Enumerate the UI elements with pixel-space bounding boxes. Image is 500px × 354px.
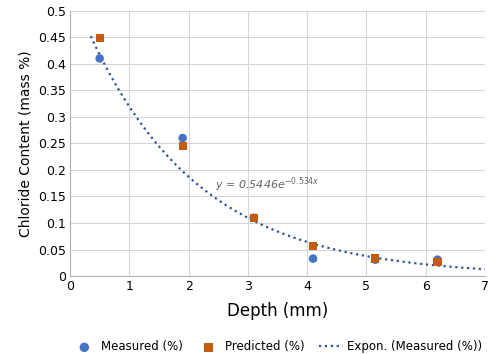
Expon. (Measured (%)) [372,256,378,260]
Predicted (%) [309,243,317,249]
Y-axis label: Chloride Content (mass %): Chloride Content (mass %) [18,50,32,237]
Predicted (%) [250,215,258,221]
Predicted (%) [178,143,186,149]
Expon. (Measured (%)) [374,256,380,260]
Expon. (Measured (%)) [482,267,488,272]
Legend: Measured (%), Predicted (%), Expon. (Measured (%)): Measured (%), Predicted (%), Expon. (Mea… [72,341,482,353]
Measured (%) [96,56,104,61]
Expon. (Measured (%)) [336,248,342,252]
Line: Expon. (Measured (%)): Expon. (Measured (%)) [91,36,485,269]
Expon. (Measured (%)) [216,199,222,203]
X-axis label: Depth (mm): Depth (mm) [227,302,328,320]
Expon. (Measured (%)) [244,215,250,219]
Measured (%) [372,257,380,263]
Expon. (Measured (%)) [135,118,141,122]
Predicted (%) [96,35,104,41]
Measured (%) [250,215,258,221]
Text: y = 0.5446e$^{-0.534x}$: y = 0.5446e$^{-0.534x}$ [215,175,320,194]
Predicted (%) [434,259,442,265]
Expon. (Measured (%)) [88,34,94,38]
Predicted (%) [372,256,380,261]
Measured (%) [309,256,317,261]
Measured (%) [434,257,442,263]
Measured (%) [178,135,186,141]
